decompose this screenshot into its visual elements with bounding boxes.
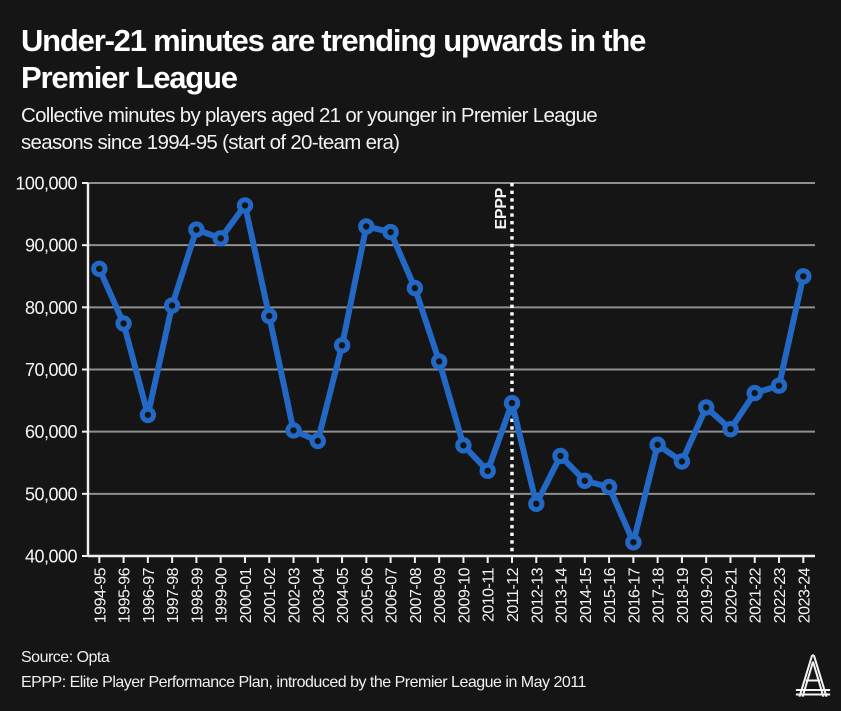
x-tick-label: 1994-95 (92, 567, 109, 623)
eppp-note: EPPP: Elite Player Performance Plan, int… (21, 673, 586, 691)
line-chart: EPPP 40,000 50,000 60,000 70,000 80,000 90,000… (15, 174, 815, 623)
x-tick-label: 2016-17 (626, 567, 643, 623)
data-point (212, 230, 229, 247)
data-point (285, 422, 302, 439)
x-tick-label: 1998-99 (189, 567, 206, 623)
x-tick-label: 2015-16 (602, 567, 619, 623)
data-point (431, 353, 448, 370)
data-point (673, 453, 691, 470)
data-point (261, 307, 278, 325)
x-tick-label: 2003-04 (311, 567, 328, 623)
x-tick-label: 2021-22 (748, 567, 765, 623)
data-point (722, 421, 739, 438)
y-tick-label: 60,000 (25, 422, 78, 442)
x-tick-label: 2011-12 (505, 567, 522, 622)
data-point (625, 534, 642, 551)
x-tick-label: 2010-11 (481, 567, 498, 622)
x-tick-label: 2007-08 (408, 567, 425, 623)
chart-title-line-2: Premier League (21, 60, 238, 95)
data-point (746, 384, 763, 402)
chart-subtitle-line-1: Collective minutes by players aged 21 or… (21, 104, 598, 127)
x-tick-label: 2009-10 (456, 567, 473, 623)
x-tick-label: 1999-00 (214, 567, 231, 623)
x-tick-label: 2014-15 (578, 567, 595, 623)
data-point (139, 406, 157, 424)
x-tick-label: 2019-20 (699, 567, 716, 623)
data-point (406, 279, 424, 297)
data-point (576, 472, 593, 489)
x-tick-label: 2013-14 (554, 567, 571, 623)
x-tick-label: 2001-02 (262, 567, 279, 623)
data-point (309, 432, 326, 450)
y-tick-label: 70,000 (25, 360, 78, 380)
data-point (358, 218, 375, 235)
data-point (163, 297, 181, 314)
x-tick-label: 1997-98 (165, 567, 182, 623)
x-tick-label: 1996-97 (141, 567, 158, 623)
x-tick-label: 2022-23 (772, 567, 789, 623)
x-tick-label: 1995-96 (117, 567, 134, 623)
data-point (91, 260, 108, 278)
x-tick-label: 2008-09 (432, 567, 449, 623)
data-point (503, 394, 521, 412)
chart-title-line-1: Under-21 minutes are trending upwards in… (21, 23, 646, 58)
x-tick-label: 2002-03 (287, 567, 304, 623)
data-point (528, 495, 545, 512)
y-tick-label: 50,000 (25, 484, 78, 504)
chart-subtitle-line-2: seasons since 1994-95 (start of 20-team … (21, 131, 400, 154)
data-point (333, 337, 351, 354)
the-athletic-a-logo (795, 654, 831, 697)
chart-subtitle: Collective minutes by players aged 21 or… (21, 102, 598, 156)
data-point (479, 462, 496, 479)
x-tick-label: 2006-07 (384, 567, 401, 623)
eppp-annotation-label: EPPP (493, 187, 510, 229)
data-point (795, 268, 812, 285)
x-tick-label: 2005-06 (359, 567, 376, 623)
chart-title: Under-21 minutes are trending upwards in… (21, 22, 646, 96)
data-point (236, 197, 254, 214)
x-tick-label: 2018-19 (675, 567, 692, 623)
y-tick-label: 90,000 (25, 236, 78, 256)
data-point (188, 221, 205, 238)
y-tick-label: 40,000 (25, 547, 78, 567)
source-note: Source: Opta (21, 649, 110, 666)
data-point (115, 315, 132, 332)
data-line (96, 202, 807, 546)
data-point (698, 399, 715, 416)
x-tick-label: 2000-01 (238, 567, 255, 623)
x-tick-label: 2004-05 (335, 567, 352, 623)
x-tick-label: 2023-24 (796, 567, 813, 623)
data-point (649, 436, 666, 453)
x-tick-label: 2020-21 (723, 567, 740, 623)
y-tick-label: 80,000 (25, 298, 78, 318)
data-point (552, 447, 569, 465)
x-tick-label: 2017-18 (651, 567, 668, 623)
x-tick-label: 2012-13 (529, 567, 546, 623)
data-point (600, 478, 618, 496)
y-tick-label: 100,000 (15, 174, 77, 194)
data-point (770, 377, 788, 394)
data-point (382, 223, 399, 241)
data-point (455, 437, 472, 454)
chart-footer: Source: Opta EPPP: Elite Player Performa… (21, 646, 586, 695)
